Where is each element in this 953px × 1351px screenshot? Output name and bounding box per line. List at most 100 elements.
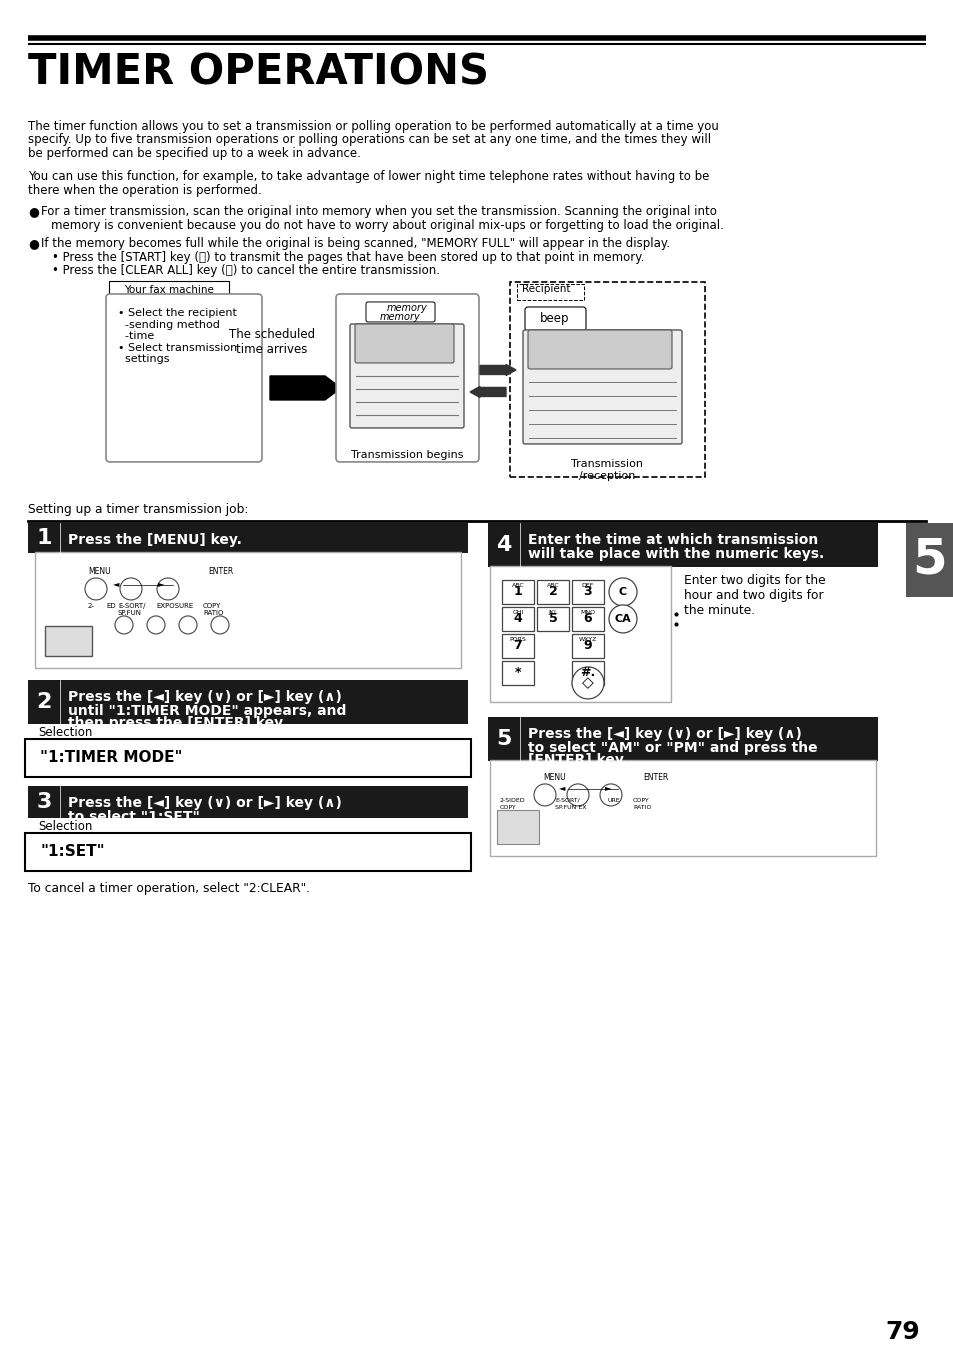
Text: For a timer transmission, scan the original into memory when you set the transmi: For a timer transmission, scan the origi… <box>41 205 716 219</box>
Text: then press the [ENTER] key.: then press the [ENTER] key. <box>68 716 287 730</box>
Text: DEF: DEF <box>581 582 594 588</box>
Text: 7: 7 <box>513 639 522 653</box>
Circle shape <box>534 784 556 807</box>
Text: Press the [◄] key (∨) or [►] key (∧): Press the [◄] key (∨) or [►] key (∧) <box>527 727 801 740</box>
Text: to select "AM" or "PM" and press the: to select "AM" or "PM" and press the <box>527 740 817 755</box>
Text: 5: 5 <box>496 730 511 748</box>
Text: ◄: ◄ <box>558 784 565 792</box>
FancyBboxPatch shape <box>350 324 463 428</box>
Text: MENU: MENU <box>542 773 565 782</box>
Text: specify. Up to five transmission operations or polling operations can be set at : specify. Up to five transmission operati… <box>28 134 710 146</box>
Bar <box>28 786 468 817</box>
Text: there when the operation is performed.: there when the operation is performed. <box>28 184 261 197</box>
Text: EXPOSURE: EXPOSURE <box>156 603 193 609</box>
Text: ●: ● <box>28 205 39 219</box>
FancyBboxPatch shape <box>25 739 471 777</box>
Text: To cancel a timer operation, select "2:CLEAR".: To cancel a timer operation, select "2:C… <box>28 882 310 894</box>
Circle shape <box>120 578 142 600</box>
Circle shape <box>608 605 637 632</box>
FancyBboxPatch shape <box>335 295 478 462</box>
Text: ED: ED <box>106 603 115 609</box>
Bar <box>488 717 877 761</box>
Text: CA: CA <box>614 613 631 624</box>
FancyBboxPatch shape <box>45 626 91 657</box>
Circle shape <box>157 578 179 600</box>
Text: 2: 2 <box>548 585 557 598</box>
FancyArrow shape <box>479 365 516 376</box>
FancyArrow shape <box>470 386 505 397</box>
FancyBboxPatch shape <box>501 607 534 631</box>
Text: SP.FUN EX: SP.FUN EX <box>555 805 586 809</box>
Bar <box>28 523 468 553</box>
Circle shape <box>179 616 196 634</box>
FancyBboxPatch shape <box>490 759 875 857</box>
FancyBboxPatch shape <box>490 566 670 703</box>
Text: 1: 1 <box>36 528 51 549</box>
Text: Your fax machine: Your fax machine <box>124 285 213 295</box>
Text: SP.FUN: SP.FUN <box>118 609 142 616</box>
Text: memory: memory <box>379 312 420 322</box>
Circle shape <box>572 667 603 698</box>
Circle shape <box>599 784 621 807</box>
Text: Enter the time at which transmission: Enter the time at which transmission <box>527 532 818 547</box>
Circle shape <box>115 616 132 634</box>
Circle shape <box>147 616 165 634</box>
Text: 79: 79 <box>884 1320 919 1344</box>
Text: beep: beep <box>539 312 569 326</box>
Text: Enter two digits for the
hour and two digits for
the minute.: Enter two digits for the hour and two di… <box>683 574 824 617</box>
Circle shape <box>608 578 637 607</box>
Text: • Press the [CLEAR ALL] key (Ⓤ) to cancel the entire transmission.: • Press the [CLEAR ALL] key (Ⓤ) to cance… <box>52 263 439 277</box>
Text: "1:SET": "1:SET" <box>40 844 105 859</box>
FancyBboxPatch shape <box>524 307 585 331</box>
Text: to select "1:SET".: to select "1:SET". <box>68 809 205 824</box>
FancyBboxPatch shape <box>366 303 435 322</box>
Text: If the memory becomes full while the original is being scanned, "MEMORY FULL" wi: If the memory becomes full while the ori… <box>41 238 669 250</box>
Text: ABC: ABC <box>511 582 524 588</box>
FancyBboxPatch shape <box>109 281 229 299</box>
Text: 2-SIDED: 2-SIDED <box>499 798 525 802</box>
Text: COPY: COPY <box>203 603 221 609</box>
FancyBboxPatch shape <box>572 634 603 658</box>
FancyBboxPatch shape <box>537 580 568 604</box>
Text: 1: 1 <box>513 585 522 598</box>
Text: JKL: JKL <box>548 609 558 615</box>
Circle shape <box>211 616 229 634</box>
Text: RATIO: RATIO <box>633 805 651 809</box>
Circle shape <box>85 578 107 600</box>
Text: ●: ● <box>28 238 39 250</box>
FancyBboxPatch shape <box>35 553 460 667</box>
Text: MNO: MNO <box>579 609 595 615</box>
Text: Transmission
/reception: Transmission /reception <box>571 459 643 481</box>
Bar <box>28 680 468 724</box>
Circle shape <box>566 784 588 807</box>
Text: Transmission begins: Transmission begins <box>351 450 463 459</box>
Text: • Press the [START] key (Ⓢ) to transmit the pages that have been stored up to th: • Press the [START] key (Ⓢ) to transmit … <box>52 251 643 263</box>
Text: ◇: ◇ <box>581 676 594 690</box>
Text: 9: 9 <box>583 639 592 653</box>
FancyBboxPatch shape <box>355 324 454 363</box>
Text: #.: #. <box>579 666 595 680</box>
Text: COPY: COPY <box>633 798 649 802</box>
Text: E-SORT/: E-SORT/ <box>118 603 146 609</box>
Text: TIMER OPERATIONS: TIMER OPERATIONS <box>28 51 489 95</box>
Text: Press the [MENU] key.: Press the [MENU] key. <box>68 532 242 547</box>
Text: PQRS: PQRS <box>509 636 526 642</box>
FancyBboxPatch shape <box>501 661 534 685</box>
Text: Setting up a timer transmission job:: Setting up a timer transmission job: <box>28 503 248 516</box>
Bar <box>488 523 877 567</box>
Text: "1:TIMER MODE": "1:TIMER MODE" <box>40 750 182 765</box>
Text: *: * <box>515 666 520 680</box>
Text: E-SORT/: E-SORT/ <box>555 798 579 802</box>
Text: 2-: 2- <box>88 603 94 609</box>
Text: memory is convenient because you do not have to worry about original mix-ups or : memory is convenient because you do not … <box>51 219 723 232</box>
Text: RATIO: RATIO <box>203 609 223 616</box>
FancyBboxPatch shape <box>527 330 671 369</box>
Text: will take place with the numeric keys.: will take place with the numeric keys. <box>527 547 823 561</box>
Text: [ENTER] key.: [ENTER] key. <box>527 753 627 767</box>
Text: 5: 5 <box>912 536 946 584</box>
Text: ►: ► <box>158 580 164 588</box>
Text: Selection: Selection <box>38 820 92 834</box>
FancyBboxPatch shape <box>497 809 538 844</box>
FancyArrow shape <box>270 376 340 400</box>
Text: ◄: ◄ <box>112 580 119 588</box>
